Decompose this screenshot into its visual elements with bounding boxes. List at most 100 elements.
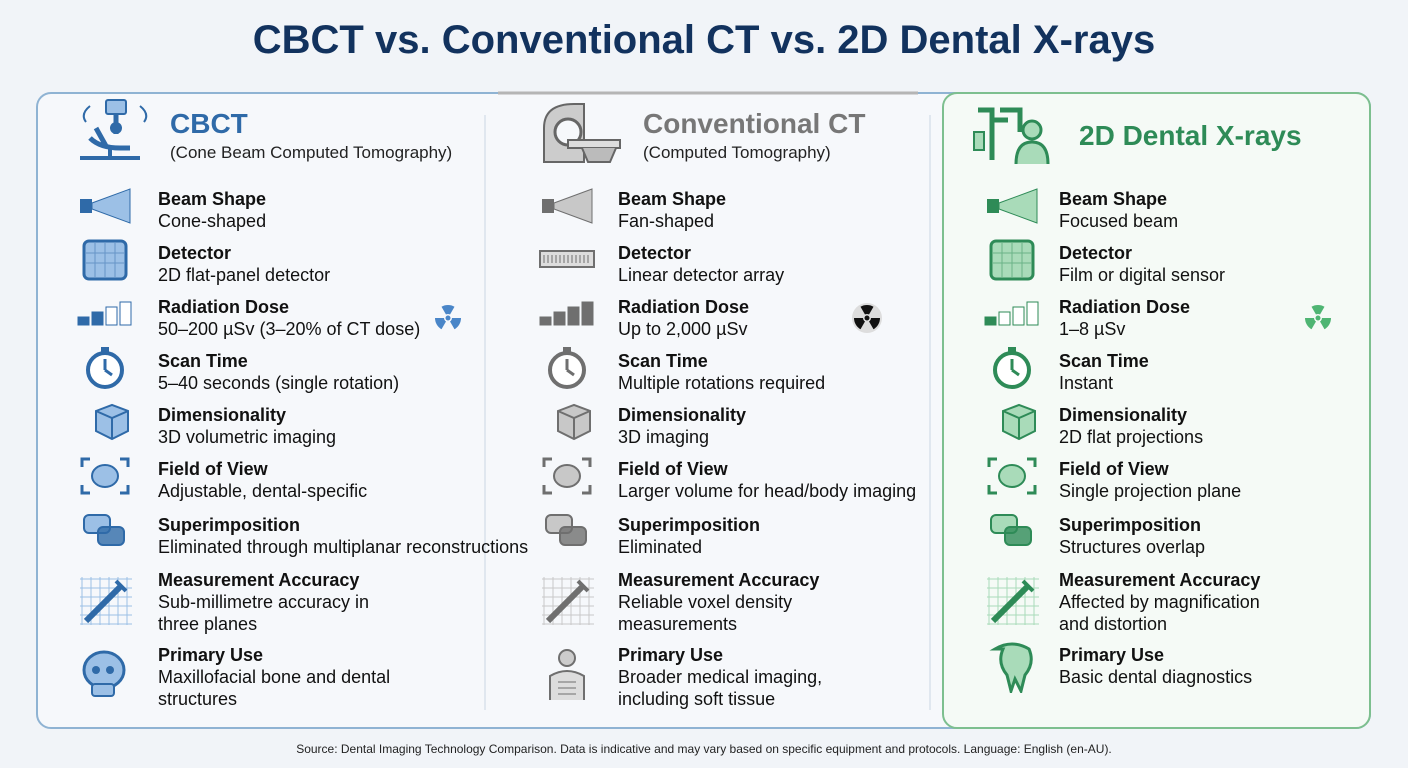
row-icon <box>80 188 131 224</box>
row-icon <box>80 457 130 495</box>
row-label: Dimensionality <box>158 405 287 425</box>
row-icon <box>539 301 594 326</box>
row-icon <box>557 403 591 441</box>
row-icon <box>549 649 585 700</box>
row-icon <box>990 514 1032 546</box>
row-label: Primary Use <box>1059 645 1165 665</box>
row-icon <box>77 301 132 326</box>
row-value: and distortion <box>1059 614 1168 634</box>
row-icon <box>989 642 1033 693</box>
row-icon <box>542 457 592 495</box>
row-value: Basic dental diagnostics <box>1059 667 1253 687</box>
row-label: Superimposition <box>618 515 761 535</box>
column-subtitle: (Cone Beam Computed Tomography) <box>170 143 453 162</box>
row-label: Field of View <box>618 459 728 479</box>
header-icon <box>973 107 1050 165</box>
row-value: Focused beam <box>1059 211 1179 231</box>
row-value: 1–8 µSv <box>1059 319 1126 339</box>
row-label: Beam Shape <box>618 189 727 209</box>
row-label: Detector <box>618 243 692 263</box>
row-icon <box>545 514 587 546</box>
column-subtitle: (Computed Tomography) <box>643 143 831 162</box>
row-label: Scan Time <box>1059 351 1149 371</box>
row-value: Maxillofacial bone and dental <box>158 667 391 687</box>
row-label: Beam Shape <box>1059 189 1168 209</box>
row-icon <box>984 301 1039 326</box>
column-title: CBCT <box>170 108 248 139</box>
row-label: Scan Time <box>158 351 248 371</box>
row-icon <box>542 577 594 625</box>
row-value: Up to 2,000 µSv <box>618 319 748 339</box>
row-value: including soft tissue <box>618 689 776 709</box>
row-icon <box>542 188 593 224</box>
row-value: Fan-shaped <box>618 211 715 231</box>
row-value: Single projection plane <box>1059 481 1242 501</box>
row-icon <box>539 250 595 268</box>
row-icon <box>1002 403 1036 441</box>
row-label: Radiation Dose <box>618 297 750 317</box>
row-value: Adjustable, dental-specific <box>158 481 368 501</box>
row-label: Dimensionality <box>1059 405 1188 425</box>
row-value: Film or digital sensor <box>1059 265 1226 285</box>
row-icon <box>987 457 1037 495</box>
source-note: Source: Dental Imaging Technology Compar… <box>296 742 1112 756</box>
row-value: Broader medical imaging, <box>618 667 823 687</box>
row-label: Measurement Accuracy <box>1059 570 1261 590</box>
row-icon <box>82 650 126 697</box>
row-icon <box>987 188 1038 224</box>
row-icon <box>989 239 1035 281</box>
row-label: Scan Time <box>618 351 708 371</box>
row-label: Radiation Dose <box>1059 297 1191 317</box>
row-label: Superimposition <box>158 515 301 535</box>
row-label: Primary Use <box>158 645 264 665</box>
row-icon <box>987 577 1039 625</box>
row-value: 3D imaging <box>618 427 710 447</box>
row-icon <box>548 347 586 389</box>
title: CBCT vs. Conventional CT vs. 2D Dental X… <box>252 18 1156 62</box>
row-icon <box>82 239 128 281</box>
row-label: Radiation Dose <box>158 297 290 317</box>
row-value: Multiple rotations required <box>618 373 826 393</box>
header-icon <box>543 103 621 163</box>
row-value: three planes <box>158 614 258 634</box>
row-icon <box>80 577 132 625</box>
row-value: 5–40 seconds (single rotation) <box>158 373 400 393</box>
row-value: 50–200 µSv (3–20% of CT dose) <box>158 319 421 339</box>
row-value: Cone-shaped <box>158 211 267 231</box>
radiation-icon <box>852 303 882 333</box>
row-label: Detector <box>158 243 232 263</box>
row-value: Linear detector array <box>618 265 785 285</box>
row-label: Dimensionality <box>618 405 747 425</box>
row-value: structures <box>158 689 238 709</box>
row-label: Measurement Accuracy <box>618 570 820 590</box>
row-value: 2D flat-panel detector <box>158 265 331 285</box>
row-icon <box>86 347 124 389</box>
row-label: Measurement Accuracy <box>158 570 360 590</box>
column-title: Conventional CT <box>643 108 866 139</box>
row-value: 2D flat projections <box>1059 427 1204 447</box>
row-label: Superimposition <box>1059 515 1202 535</box>
row-icon <box>83 514 125 546</box>
radiation-icon <box>1303 303 1333 333</box>
column-title: 2D Dental X-rays <box>1079 120 1302 151</box>
header-icon <box>80 99 148 160</box>
row-icon <box>95 403 129 441</box>
row-value: measurements <box>618 614 738 634</box>
row-value: Structures overlap <box>1059 537 1206 557</box>
row-icon <box>993 347 1031 389</box>
row-value: Eliminated through multiplanar reconstru… <box>158 537 529 557</box>
row-label: Field of View <box>158 459 268 479</box>
row-label: Primary Use <box>618 645 724 665</box>
row-value: Instant <box>1059 373 1114 393</box>
row-value: Larger volume for head/body imaging <box>618 481 917 501</box>
row-value: Sub-millimetre accuracy in <box>158 592 370 612</box>
row-value: 3D volumetric imaging <box>158 427 337 447</box>
row-label: Field of View <box>1059 459 1169 479</box>
row-value: Reliable voxel density <box>618 592 793 612</box>
row-label: Beam Shape <box>158 189 267 209</box>
row-value: Eliminated <box>618 537 703 557</box>
row-label: Detector <box>1059 243 1133 263</box>
row-value: Affected by magnification <box>1059 592 1260 612</box>
